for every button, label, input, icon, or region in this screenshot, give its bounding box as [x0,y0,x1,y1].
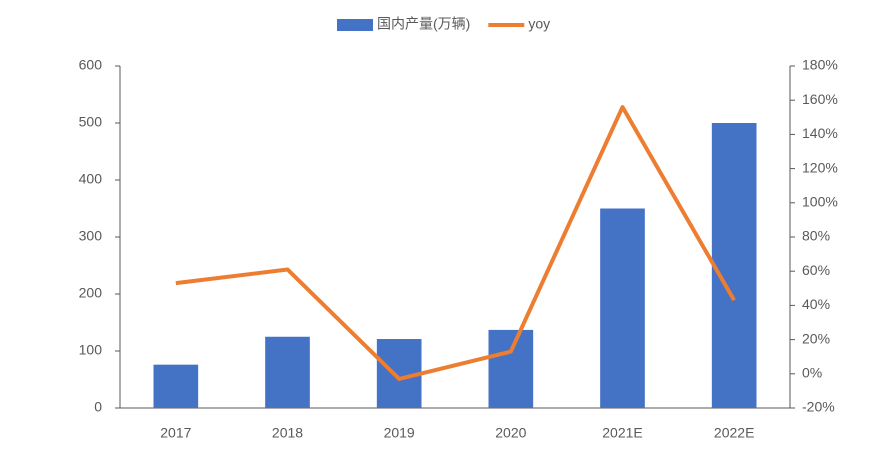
y2-tick-label: 40% [802,296,830,312]
legend-label: 国内产量(万辆) [377,16,470,32]
y-tick-label: 0 [94,399,102,415]
bar [153,364,199,408]
y2-tick-label: 20% [802,330,830,346]
y2-tick-label: 100% [802,194,838,210]
x-tick-label: 2018 [272,425,303,441]
y-tick-label: 200 [79,285,103,301]
y2-tick-label: 160% [802,91,838,107]
y2-tick-label: 180% [802,57,838,73]
line [175,105,736,381]
bar [711,123,757,408]
y-tick-label: 600 [79,57,103,73]
x-tick-label: 2020 [495,425,526,441]
legend-label: yoy [528,16,550,32]
y-tick-label: 300 [79,228,103,244]
x-tick-label: 2022E [714,425,754,441]
bar [265,336,310,408]
bar [488,329,534,408]
y2-tick-label: 80% [802,228,830,244]
y2-tick-label: 120% [802,159,838,175]
legend-swatch [337,19,373,31]
x-tick-label: 2021E [602,425,642,441]
x-tick-label: 2019 [384,425,415,441]
y2-tick-label: 140% [802,125,838,141]
y-tick-label: 100 [79,342,103,358]
y2-tick-label: 60% [802,262,830,278]
y-tick-label: 500 [79,114,103,130]
bar [600,208,645,408]
x-tick-label: 2017 [160,425,191,441]
y-tick-label: 400 [79,171,103,187]
y2-tick-label: 0% [802,365,822,381]
y2-tick-label: -20% [802,399,835,415]
